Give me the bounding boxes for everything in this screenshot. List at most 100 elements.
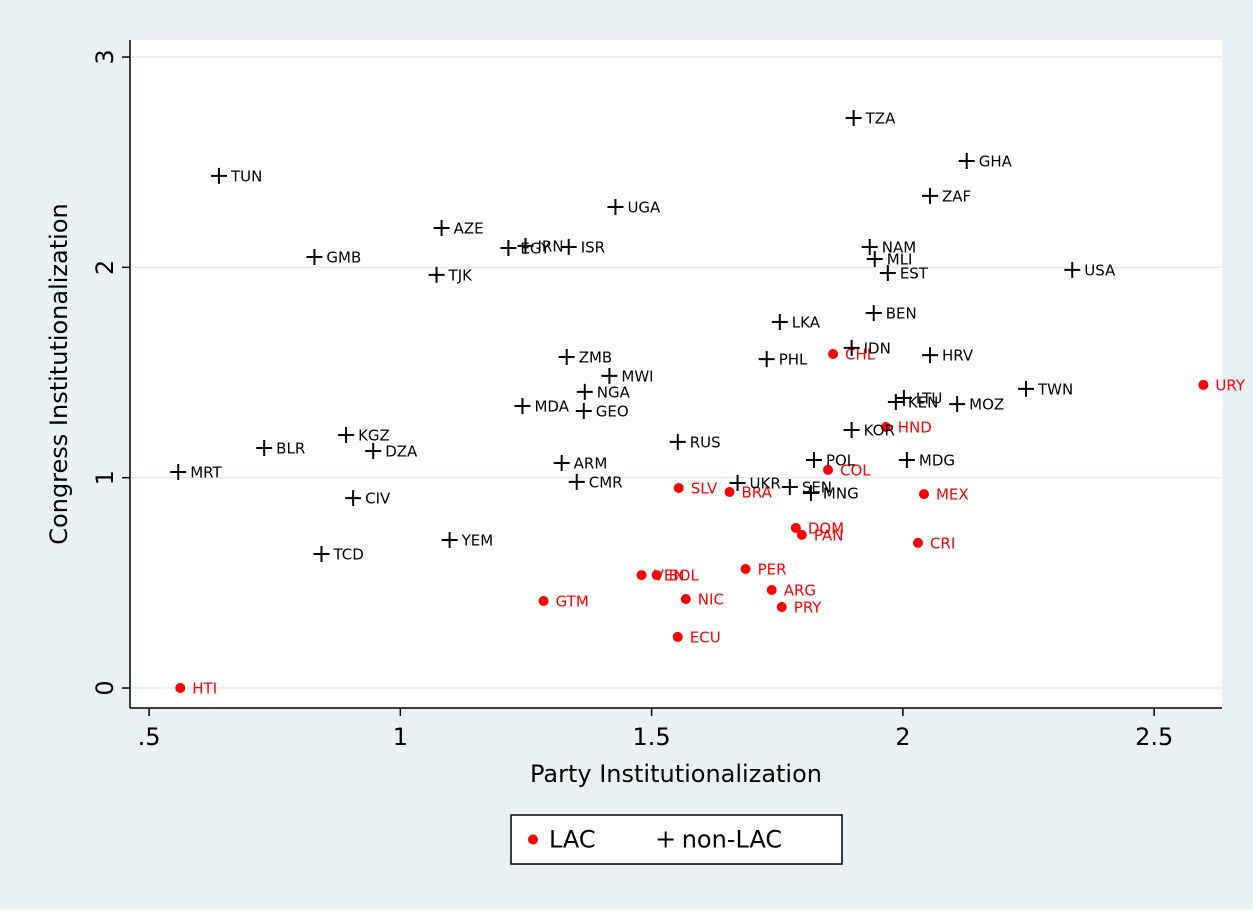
- point-label: IDN: [864, 339, 891, 357]
- point: [560, 238, 577, 255]
- point: [790, 522, 801, 533]
- point: [170, 464, 187, 481]
- legend-marker: [657, 831, 674, 848]
- point: [500, 240, 517, 257]
- point-label: GTM: [556, 592, 589, 610]
- point: [805, 452, 822, 469]
- point: [1018, 380, 1035, 397]
- point-label: ZMB: [579, 348, 613, 366]
- point-label: URY: [1215, 376, 1245, 394]
- point-label: NGA: [597, 383, 631, 401]
- point: [428, 266, 445, 283]
- point-label: KOR: [864, 421, 895, 439]
- point-label: GMB: [326, 249, 361, 267]
- point: [880, 422, 891, 433]
- point-label: SLV: [691, 479, 718, 497]
- point-label: TZA: [865, 110, 896, 128]
- x-tick-label: 1.5: [633, 723, 671, 751]
- point-label: KEN: [908, 393, 939, 411]
- point: [879, 265, 896, 282]
- point-label: HTI: [192, 680, 217, 698]
- point-label: AZE: [454, 220, 484, 238]
- legend-box: [510, 814, 843, 865]
- point: [866, 250, 883, 267]
- point: [636, 570, 647, 581]
- point-label: NIC: [698, 591, 724, 609]
- point: [538, 595, 549, 606]
- point: [576, 383, 593, 400]
- point: [175, 683, 186, 694]
- point-label: TWN: [1037, 380, 1073, 398]
- y-axis-title: Congress Institutionalization: [45, 203, 73, 544]
- point-label: CMR: [589, 473, 623, 491]
- point-label: NAM: [882, 238, 916, 256]
- x-tick-label: 2.5: [1135, 723, 1173, 751]
- point: [845, 110, 862, 127]
- point-label: MOZ: [969, 396, 1004, 414]
- point: [680, 594, 691, 605]
- point: [912, 537, 923, 548]
- point-label: MDG: [919, 452, 955, 470]
- x-axis-title: Party Institutionalization: [530, 760, 822, 788]
- point-label: MRT: [190, 464, 222, 482]
- point-label: UGA: [627, 199, 661, 217]
- legend-marker: [528, 834, 538, 845]
- point-label: SEN: [802, 478, 832, 496]
- point-label: CIV: [365, 490, 391, 508]
- legend-label: LAC: [549, 826, 596, 854]
- legend-label: non-LAC: [682, 826, 782, 854]
- point: [843, 421, 860, 438]
- point: [729, 474, 746, 491]
- point-label: GHA: [979, 152, 1013, 170]
- point: [771, 314, 788, 331]
- point: [918, 489, 929, 500]
- point-label: CRI: [930, 534, 955, 552]
- point-label: CHL: [845, 346, 876, 364]
- point-label: MEX: [936, 486, 969, 504]
- point-label: MDA: [534, 397, 569, 415]
- point: [338, 426, 355, 443]
- point: [433, 220, 450, 237]
- point: [781, 478, 798, 495]
- point: [558, 348, 575, 365]
- point: [256, 440, 273, 457]
- y-tick-label: 0: [91, 680, 119, 695]
- x-tick-label: 1: [393, 723, 408, 751]
- point: [669, 433, 686, 450]
- point: [651, 570, 662, 581]
- point: [673, 482, 684, 493]
- point: [828, 349, 839, 360]
- y-tick-label: 2: [91, 260, 119, 275]
- point: [607, 199, 624, 215]
- point-label: PER: [758, 560, 787, 578]
- point: [313, 546, 330, 563]
- point: [575, 403, 592, 420]
- point-label: ISR: [581, 238, 605, 256]
- point: [517, 237, 534, 254]
- point: [861, 238, 878, 255]
- point: [766, 585, 777, 596]
- point: [441, 531, 458, 548]
- point: [898, 452, 915, 469]
- point: [306, 249, 323, 266]
- point-label: COL: [840, 461, 871, 479]
- point: [1198, 379, 1209, 390]
- point-label: IRN: [537, 237, 563, 255]
- point: [802, 485, 819, 502]
- point-label: POL: [826, 452, 856, 470]
- plot-area: [130, 40, 1222, 708]
- point-label: PHL: [779, 351, 808, 369]
- point: [345, 490, 362, 507]
- point: [553, 454, 570, 471]
- point: [776, 602, 787, 613]
- point-label: LTU: [916, 389, 942, 407]
- point-label: BRA: [742, 483, 773, 501]
- point: [601, 367, 618, 384]
- point-label: ZAF: [942, 187, 971, 205]
- point-label: ARG: [784, 582, 816, 600]
- point-label: DOM: [808, 519, 844, 537]
- point: [895, 389, 912, 406]
- point: [949, 396, 966, 413]
